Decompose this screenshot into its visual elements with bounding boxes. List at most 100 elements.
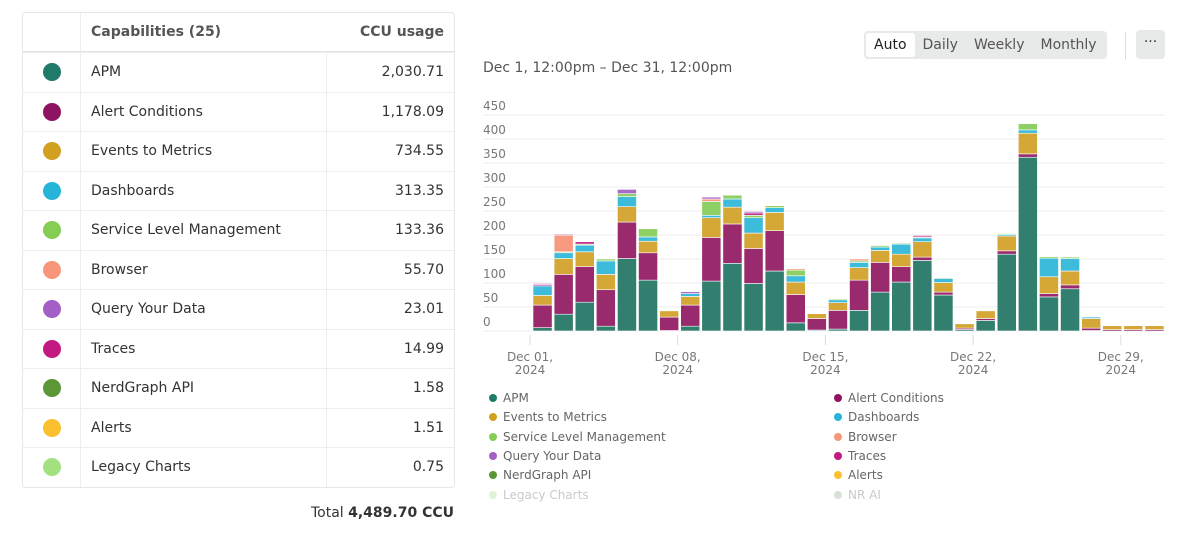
bar-segment: [638, 240, 658, 254]
color-cell: [23, 92, 81, 131]
legend-dot-icon: [834, 471, 842, 480]
legend-item[interactable]: NerdGraph API: [489, 468, 591, 482]
ccu-usage-value: 23.01: [403, 301, 444, 318]
legend-item[interactable]: Alert Conditions: [834, 391, 944, 405]
x-tick-label: Dec 29,: [1098, 350, 1144, 364]
legend-item[interactable]: Query Your Data: [489, 449, 601, 463]
total-label: Total: [310, 505, 344, 521]
bar-segment: [722, 206, 743, 225]
ccu-usage-value: 1,178.09: [381, 103, 444, 120]
bar-segment: [828, 299, 848, 303]
granularity-weekly-button[interactable]: Weekly: [973, 37, 1025, 53]
ccu-usage-value: 0.75: [412, 459, 444, 476]
legend-label: Alert Conditions: [848, 391, 944, 405]
bar-segment: [1060, 256, 1080, 259]
legend-item[interactable]: Browser: [834, 430, 897, 444]
bar-segment: [574, 244, 595, 253]
legend-item[interactable]: Alerts: [834, 468, 883, 482]
legend-item[interactable]: Events to Metrics: [489, 410, 607, 424]
color-dot-icon: [42, 379, 61, 398]
legend-item[interactable]: APM: [489, 391, 529, 405]
legend-dot-icon: [834, 432, 842, 441]
ccu-usage-column-header[interactable]: CCU usage: [359, 24, 444, 40]
x-tick-label: 2024: [810, 363, 841, 377]
granularity-monthly-button[interactable]: Monthly: [1040, 37, 1097, 53]
color-dot-icon: [42, 63, 61, 82]
table-row[interactable]: APM 2,030.71: [23, 52, 454, 92]
more-options-button[interactable]: ···: [1136, 30, 1165, 59]
table-row[interactable]: Alerts 1.51: [23, 407, 454, 447]
legend-label: Legacy Charts: [503, 487, 589, 502]
bar-segment: [743, 248, 764, 284]
bar-segment: [828, 298, 848, 301]
bar-segment: [870, 245, 891, 248]
x-tick-label: 2024: [958, 363, 989, 377]
bar-segment: [870, 246, 891, 251]
bar-segment: [764, 230, 785, 272]
legend-label: Query Your Data: [503, 448, 602, 463]
table-row[interactable]: Dashboards 313.35: [23, 170, 454, 210]
legend-item[interactable]: Service Level Management: [489, 430, 666, 444]
bar-segment: [828, 310, 848, 330]
capability-name: Service Level Management: [81, 211, 327, 250]
color-cell: [23, 290, 81, 329]
capability-name: Traces: [81, 329, 327, 368]
bar-segment: [553, 258, 574, 275]
color-cell: [23, 329, 81, 368]
bar-segment: [764, 205, 785, 208]
granularity-auto-button[interactable]: Auto: [866, 33, 915, 57]
table-row[interactable]: Alert Conditions 1,178.09: [23, 91, 454, 131]
ccu-usage-value: 133.36: [395, 222, 444, 239]
bar-segment: [870, 250, 891, 263]
bar-segment: [596, 289, 616, 327]
legend-item[interactable]: Legacy Charts: [489, 488, 589, 502]
x-tick-label: Dec 15,: [802, 350, 848, 364]
legend-item[interactable]: Dashboards: [834, 410, 919, 424]
bar-segment: [1123, 325, 1144, 330]
bar-segment: [933, 294, 954, 332]
legend-item[interactable]: Traces: [834, 449, 886, 463]
bar-segment: [1081, 327, 1101, 331]
color-dot-icon: [42, 260, 61, 279]
bar-segment: [891, 253, 912, 267]
table-row[interactable]: Events to Metrics 734.55: [23, 131, 454, 171]
table-row[interactable]: Legacy Charts 0.75: [23, 447, 454, 487]
legend-dot-icon: [834, 451, 842, 460]
bar-segment: [1081, 316, 1101, 319]
bar-segment: [933, 282, 954, 293]
color-cell: [23, 132, 81, 171]
granularity-daily-button[interactable]: Daily: [922, 37, 958, 53]
table-row[interactable]: Traces 14.99: [23, 328, 454, 368]
capability-name: Alerts: [81, 408, 327, 447]
bar-segment: [1017, 132, 1038, 155]
capabilities-column-header[interactable]: Capabilities (25): [91, 24, 222, 40]
legend-label: Dashboards: [848, 410, 920, 425]
bar-segment: [933, 277, 954, 279]
bar-segment: [954, 323, 975, 329]
table-row[interactable]: Query Your Data 23.01: [23, 289, 454, 329]
bar-segment: [701, 215, 722, 219]
color-dot-icon: [42, 181, 61, 200]
table-row[interactable]: Service Level Management 133.36: [23, 210, 454, 250]
bar-segment: [891, 266, 912, 283]
bar-segment: [743, 212, 764, 216]
bar-segment: [659, 310, 680, 318]
table-row[interactable]: NerdGraph API 1.58: [23, 368, 454, 408]
bar-segment: [785, 275, 806, 283]
bar-segment: [617, 206, 637, 223]
legend-label: Traces: [848, 448, 887, 463]
table-row[interactable]: Browser 55.70: [23, 249, 454, 289]
bar-segment: [1144, 325, 1165, 330]
legend-item[interactable]: NR AI: [834, 488, 881, 502]
legend-dot-icon: [489, 413, 497, 422]
ccu-usage-value: 55.70: [403, 261, 444, 278]
legend-dot-icon: [489, 451, 497, 460]
bar-segment: [617, 196, 637, 207]
ccu-usage-value: 14.99: [403, 340, 444, 357]
capability-name: Dashboards: [81, 171, 327, 210]
ccu-usage-value: 734.55: [395, 143, 444, 160]
bar-segment: [617, 193, 637, 197]
ccu-usage-value: 1.58: [412, 380, 444, 397]
bar-segment: [638, 236, 658, 242]
y-tick-label: 50: [483, 291, 498, 305]
